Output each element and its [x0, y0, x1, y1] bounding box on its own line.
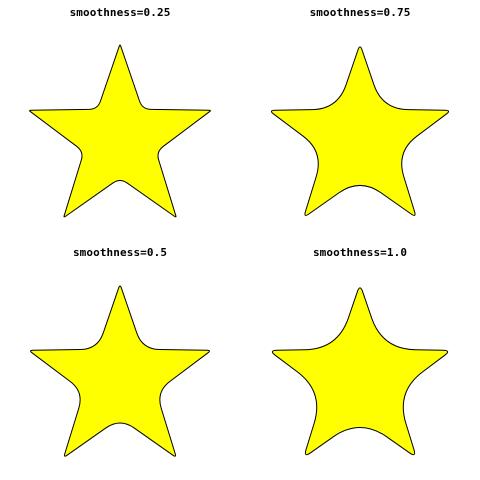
panel-top-right: smoothness=0.75 — [240, 0, 480, 240]
panel-title: smoothness=0.5 — [72, 246, 168, 259]
star-shape — [270, 46, 450, 216]
panel-bottom-left: smoothness=0.5 — [0, 240, 240, 480]
panel-bottom-right: smoothness=1.0 — [240, 240, 480, 480]
star-shape — [271, 287, 449, 456]
star-shape-canvas — [271, 287, 449, 456]
star-shape — [30, 285, 210, 457]
panel-title: smoothness=0.75 — [309, 6, 411, 19]
star-shape-canvas — [29, 44, 211, 218]
star-shape-canvas — [30, 285, 210, 457]
star-shape — [29, 44, 211, 218]
panel-title: smoothness=1.0 — [312, 246, 408, 259]
star-shape-canvas — [270, 46, 450, 216]
panel-top-left: smoothness=0.25 — [0, 0, 240, 240]
panel-title: smoothness=0.25 — [69, 6, 171, 19]
